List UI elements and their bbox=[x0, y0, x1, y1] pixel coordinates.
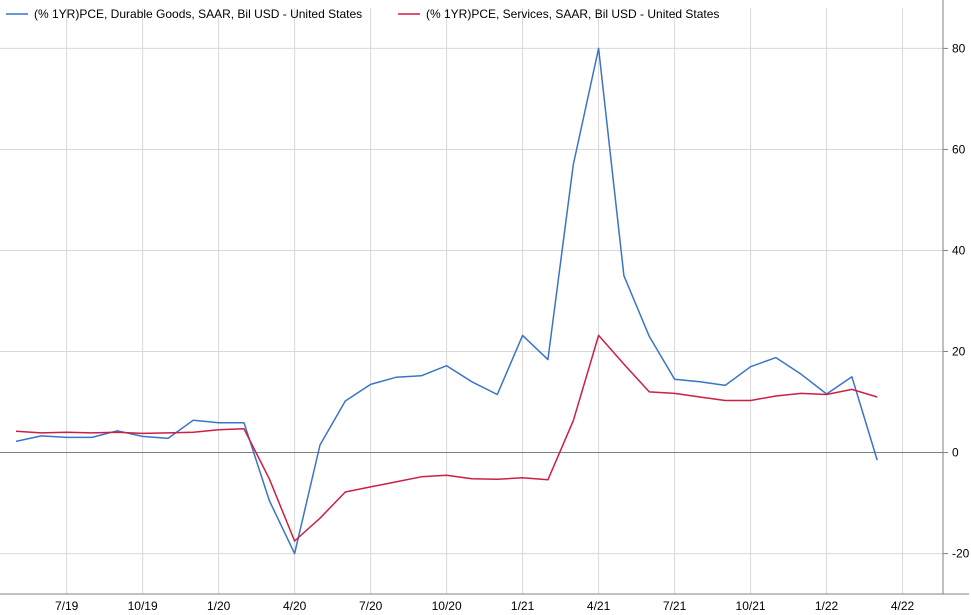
x-tick-label: 4/21 bbox=[587, 599, 611, 613]
legend-label-durable-goods: (% 1YR)PCE, Durable Goods, SAAR, Bil USD… bbox=[34, 7, 362, 21]
x-tick-label: 1/22 bbox=[815, 599, 839, 613]
y-tick-label: 0 bbox=[952, 446, 959, 460]
x-tick-label: 10/21 bbox=[736, 599, 766, 613]
x-tick-label: 1/21 bbox=[511, 599, 535, 613]
y-tick-labels: -20 0 20 40 60 80 bbox=[952, 41, 970, 560]
x-tick-label: 7/21 bbox=[663, 599, 687, 613]
y-tick-label: -20 bbox=[952, 547, 970, 561]
series-group bbox=[15, 47, 878, 555]
legend: (% 1YR)PCE, Durable Goods, SAAR, Bil USD… bbox=[6, 7, 719, 21]
grid bbox=[0, 8, 943, 594]
legend-label-services: (% 1YR)PCE, Services, SAAR, Bil USD - Un… bbox=[426, 7, 719, 21]
series-line-durable-goods bbox=[15, 47, 878, 555]
y-tick-label: 60 bbox=[952, 142, 966, 156]
y-tick-label: 40 bbox=[952, 243, 966, 257]
y-tick-label: 80 bbox=[952, 41, 966, 55]
y-tick-label: 20 bbox=[952, 345, 966, 359]
x-tick-label: 10/20 bbox=[432, 599, 462, 613]
series-line-services bbox=[15, 334, 878, 542]
axes bbox=[0, 0, 969, 595]
x-tick-label: 4/22 bbox=[891, 599, 915, 613]
x-tick-label: 7/20 bbox=[359, 599, 383, 613]
x-tick-label: 4/20 bbox=[283, 599, 307, 613]
x-tick-labels: 7/19 10/19 1/20 4/20 7/20 10/20 1/21 4/21 7/21 10… bbox=[55, 599, 915, 613]
x-tick-label: 10/19 bbox=[128, 599, 158, 613]
x-tick-label: 1/20 bbox=[207, 599, 231, 613]
x-tick-label: 7/19 bbox=[55, 599, 79, 613]
